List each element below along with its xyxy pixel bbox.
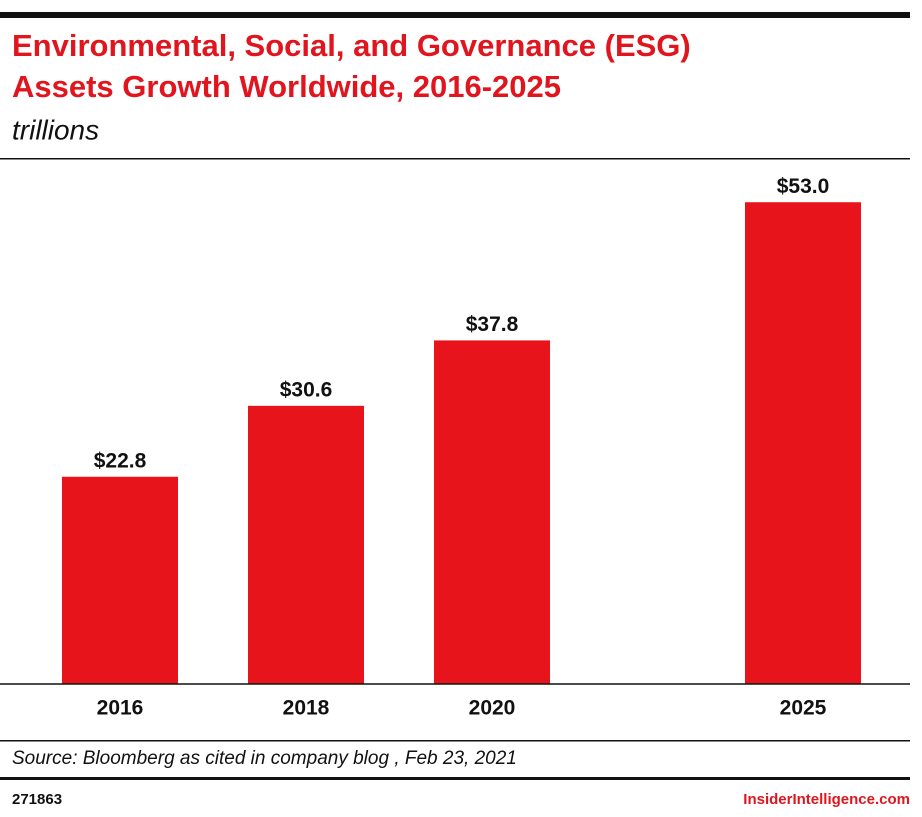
footer-rule: [0, 777, 910, 780]
bar: [248, 405, 364, 684]
x-tick-label: 2018: [283, 697, 330, 720]
x-tick-label: 2020: [469, 697, 516, 720]
source: Source: Bloomberg as cited in company bl…: [12, 748, 517, 769]
top-rule: [0, 12, 910, 18]
chart-id: 271863: [12, 791, 62, 808]
bar: [745, 202, 861, 685]
chart-title: Environmental, Social, and Governance (E…: [12, 28, 691, 63]
chart-subtitle: trillions: [12, 114, 99, 145]
value-label: $53.0: [777, 175, 830, 198]
chart-title: Assets Growth Worldwide, 2016-2025: [12, 69, 561, 104]
value-label: $30.6: [280, 378, 333, 401]
source-rule: [0, 740, 910, 742]
value-label: $22.8: [94, 449, 147, 472]
value-label: $37.8: [466, 313, 519, 336]
brand: InsiderIntelligence.com: [743, 791, 910, 808]
x-tick-label: 2016: [97, 697, 144, 720]
x-tick-label: 2025: [780, 697, 827, 720]
header-rule: [0, 158, 910, 160]
bar: [434, 340, 550, 684]
bar: [62, 476, 178, 684]
